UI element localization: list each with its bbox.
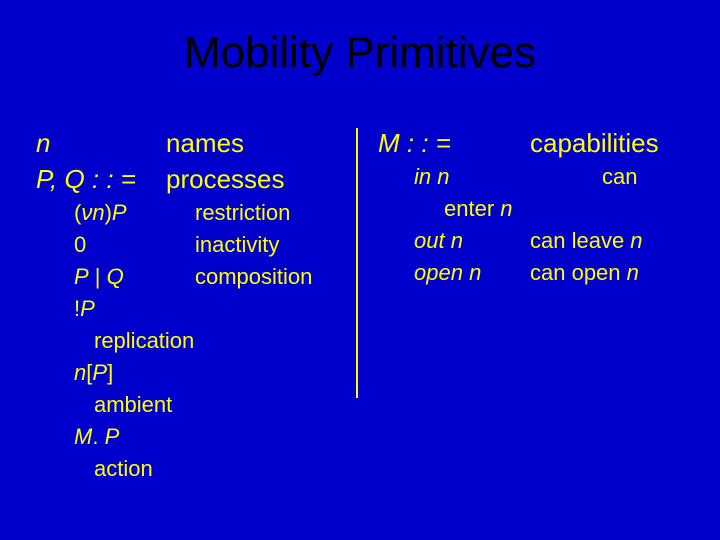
pipe: | <box>89 264 107 289</box>
var-M: M <box>74 424 92 449</box>
var-n: n <box>630 228 642 253</box>
left-row1-lhs: n <box>36 128 50 159</box>
var-P: P <box>105 424 120 449</box>
left-sub4-lhs: !P <box>74 296 95 322</box>
left-row2-lhs: P, Q : : = <box>36 164 136 195</box>
var-n: n <box>500 196 512 221</box>
right-row1-rhs: capabilities <box>530 128 659 159</box>
kw-in: in <box>414 164 437 189</box>
left-sub4-rhs: replication <box>94 328 194 354</box>
left-sub1-lhs: (νn)P <box>74 200 127 226</box>
var-P: P <box>80 296 95 321</box>
nu: ν <box>81 200 92 225</box>
right-sub3-lhs: open n <box>414 260 481 286</box>
dot: . <box>92 424 104 449</box>
var-P: P <box>92 360 107 385</box>
vertical-divider <box>356 128 358 398</box>
left-sub3-lhs: P | Q <box>74 264 124 290</box>
right-sub2-rhs: can leave n <box>530 228 643 254</box>
left-sub1-rhs: restriction <box>195 200 290 226</box>
left-sub2-rhs: inactivity <box>195 232 279 258</box>
kw-open: open <box>414 260 469 285</box>
var-n: n <box>92 200 104 225</box>
right-sub2-lhs: out n <box>414 228 463 254</box>
left-sub2-lhs: 0 <box>74 232 86 258</box>
var-n: n <box>627 260 639 285</box>
text-can-leave: can leave <box>530 228 630 253</box>
var-Q: Q <box>107 264 124 289</box>
right-sub1-cont: enter n <box>444 196 513 222</box>
left-sub5-rhs: ambient <box>94 392 172 418</box>
left-row2-rhs: processes <box>166 164 285 195</box>
paren-close: ) <box>105 200 112 225</box>
slide: Mobility Primitives n names P, Q : : = p… <box>0 0 720 540</box>
var-P: P <box>112 200 127 225</box>
right-sub1-lhs: in n <box>414 164 450 190</box>
text-can-open: can open <box>530 260 627 285</box>
kw-out: out <box>414 228 451 253</box>
left-sub3-rhs: composition <box>195 264 312 290</box>
right-sub1-rhs: can <box>602 164 637 190</box>
var-n: n <box>469 260 481 285</box>
left-sub5-lhs: n[P] <box>74 360 113 386</box>
kw-enter: enter <box>444 196 500 221</box>
bracket-r: ] <box>107 360 113 385</box>
left-row1-rhs: names <box>166 128 244 159</box>
left-sub6-lhs: M. P <box>74 424 119 450</box>
var-n: n <box>74 360 86 385</box>
var-n: n <box>437 164 449 189</box>
var-P: P <box>74 264 89 289</box>
var-n: n <box>451 228 463 253</box>
right-row1-lhs: M : : = <box>378 128 451 159</box>
slide-title: Mobility Primitives <box>0 28 720 78</box>
left-sub6-rhs: action <box>94 456 153 482</box>
right-sub3-rhs: can open n <box>530 260 639 286</box>
